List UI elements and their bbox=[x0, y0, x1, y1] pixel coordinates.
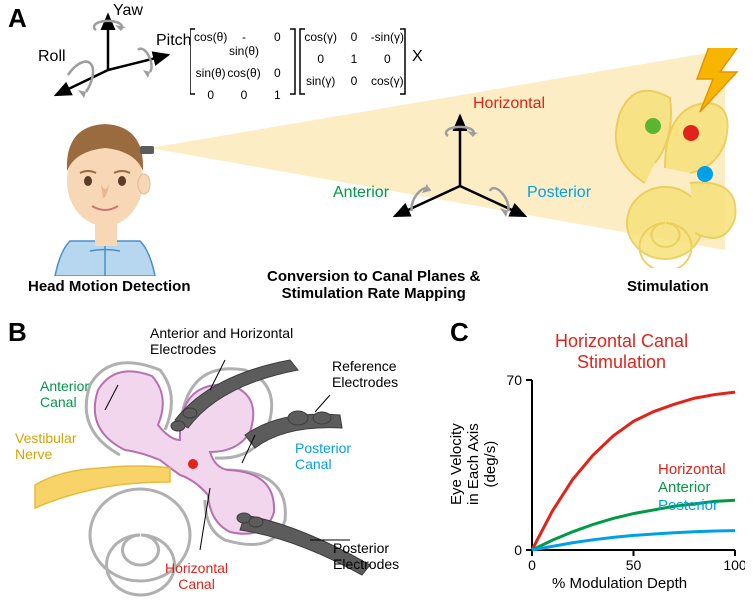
hor-canal-label: Horizontal Canal bbox=[165, 560, 228, 592]
svg-text:100: 100 bbox=[723, 557, 745, 573]
legend-posterior: Posterior bbox=[658, 497, 718, 514]
vest-nerve-label: Vestibular Nerve bbox=[15, 430, 76, 462]
post-canal-label: Posterior Canal bbox=[295, 440, 351, 472]
matrix-x: X bbox=[412, 48, 423, 66]
legend-horizontal: Horizontal bbox=[658, 461, 726, 478]
ant-canal-label: Anterior Canal bbox=[40, 378, 89, 410]
chart-c-title: Horizontal Canal Stimulation bbox=[555, 331, 688, 373]
svg-text:70: 70 bbox=[506, 372, 522, 388]
rotation-matrix-2: cos(γ)0-sin(γ)010sin(γ)0cos(γ) bbox=[304, 30, 404, 88]
roll-label: Roll bbox=[38, 48, 66, 66]
head-illustration bbox=[40, 96, 180, 276]
ref-elec-label: Reference Electrodes bbox=[332, 358, 398, 390]
legend-anterior: Anterior bbox=[658, 479, 711, 496]
caption-head: Head Motion Detection bbox=[28, 278, 191, 295]
rotation-matrix-1: cos(θ)-sin(θ)0sin(θ)cos(θ)0001 bbox=[194, 30, 294, 102]
yaw-label: Yaw bbox=[113, 2, 143, 20]
ant-hor-elec-label: Anterior and Horizontal Electrodes bbox=[150, 325, 293, 357]
panel-b-label: B bbox=[8, 317, 27, 348]
chart-c-xlabel: % Modulation Depth bbox=[552, 575, 687, 592]
chart-c-ylabel: Eye Velocity in Each Axis (deg/s) bbox=[448, 423, 499, 505]
horizontal-axis-label: Horizontal bbox=[473, 95, 545, 113]
svg-text:0: 0 bbox=[528, 557, 536, 573]
anterior-axis-label: Anterior bbox=[333, 184, 389, 202]
svg-text:0: 0 bbox=[514, 542, 522, 558]
svg-text:50: 50 bbox=[626, 557, 642, 573]
caption-convert: Conversion to Canal Planes & Stimulation… bbox=[267, 268, 480, 302]
canal-axes bbox=[360, 96, 560, 236]
cochlea-illustration bbox=[595, 48, 750, 268]
posterior-axis-label: Posterior bbox=[527, 184, 591, 202]
caption-stim: Stimulation bbox=[627, 278, 709, 295]
post-elec-label: Posterior Electrodes bbox=[333, 540, 399, 572]
pitch-label: Pitch bbox=[156, 32, 192, 50]
panel-c-label: C bbox=[450, 317, 469, 348]
